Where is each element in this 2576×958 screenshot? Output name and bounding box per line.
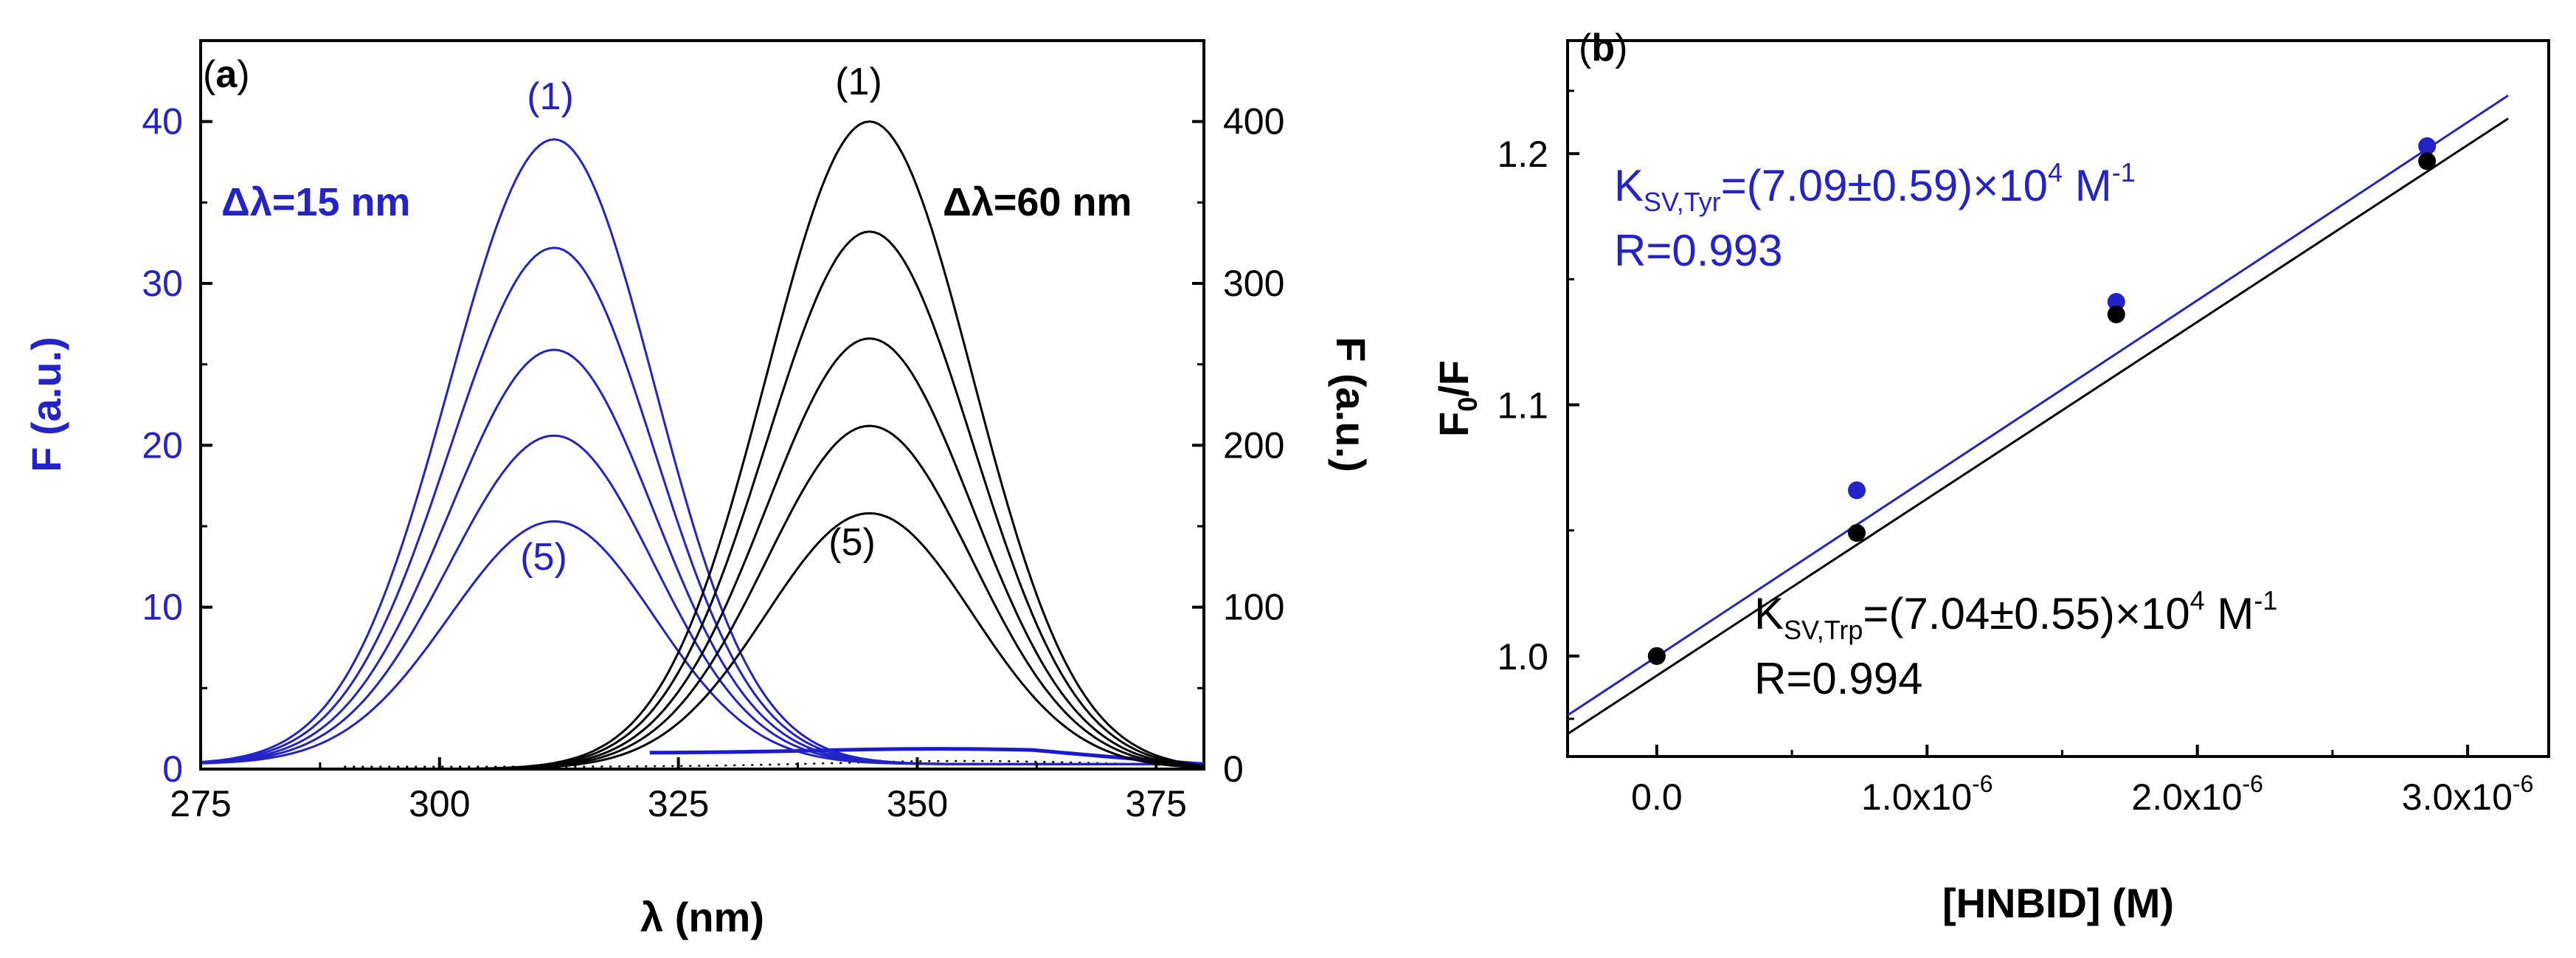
trp-k-subscript: SV,Trp	[1784, 615, 1863, 645]
trp-k-exponent: 4	[2190, 585, 2205, 616]
panel-a-frame	[199, 39, 1205, 771]
panel-a-x-axis-label: λ (nm)	[640, 894, 764, 940]
a-right-y-tick-label: 100	[1223, 587, 1284, 628]
panel-b-y-ticks: 1.0 1.1 1.2	[1497, 89, 1579, 720]
a-right-y-tick-label: 300	[1223, 263, 1284, 304]
dotted-baseline	[344, 759, 1185, 768]
tyr-k-unit-exponent: -1	[2112, 157, 2136, 187]
panel-b-x-axis-label: [HNBID] (M)	[1942, 880, 2174, 926]
panel-a-y-ticks-left: 0 10 20 30 40	[142, 101, 212, 790]
fit-line-trp	[1567, 117, 2509, 735]
panel-a-y-ticks-right: 0 100 200 300 400	[1192, 101, 1284, 790]
tyr-k-exponent: 4	[2048, 157, 2063, 187]
left-curve-5	[200, 520, 1204, 765]
right-delta-annotation: Δλ=60 nm	[943, 180, 1132, 224]
a-x-tick-label: 325	[648, 783, 709, 824]
a-x-tick-label: 375	[1126, 783, 1187, 824]
trp-r-annotation: R=0.994	[1754, 654, 1923, 703]
right-curve-2	[201, 230, 1205, 771]
point-tyr	[1848, 481, 1866, 500]
b-y-tick-label: 1.2	[1497, 134, 1548, 175]
left-curve-2	[200, 247, 1204, 765]
right-y-axis-label: F (a.u.)	[1328, 337, 1374, 472]
a-x-tick-label: 350	[887, 783, 948, 824]
b-y-tick-label: 1.0	[1497, 636, 1548, 678]
y-label-rest: /F	[1430, 360, 1477, 397]
trp-ksv-annotation: KSV,Trp=(7.04±0.55)×104 M-1	[1754, 585, 2277, 645]
left-residual-tail	[649, 747, 1205, 766]
a-left-y-tick-label: 40	[142, 101, 183, 142]
a-x-tick-label: 300	[409, 783, 470, 824]
point-trp	[2418, 152, 2437, 170]
point-trp	[1647, 647, 1666, 665]
panel-b: 0.0 1.0x10-6 2.0x10-6 3.0x10-6 1.0 1.1 1.2 (b…	[1430, 27, 2550, 926]
b-x-tick-exponent: -6	[2513, 771, 2533, 797]
a-left-y-tick-label: 30	[142, 263, 183, 304]
b-x-tick-label: 2.0x10-6	[2131, 771, 2263, 818]
a-right-y-tick-label: 400	[1223, 101, 1284, 142]
left-y-axis-label: F (a.u.)	[23, 337, 69, 472]
b-y-tick-label: 1.1	[1497, 385, 1548, 427]
panel-b-fit-lines	[1567, 94, 2509, 735]
panel-b-label: (b)	[1579, 27, 1627, 69]
a-left-y-tick-label: 10	[142, 587, 183, 628]
point-trp	[2107, 305, 2125, 323]
left-delta-annotation: Δλ=15 nm	[221, 180, 410, 224]
right-series-last-label: (5)	[828, 521, 876, 564]
a-right-y-tick-label: 0	[1223, 748, 1244, 790]
right-curve-5	[201, 511, 1205, 771]
b-x-tick-exponent: -6	[2243, 771, 2263, 797]
point-tyr	[2107, 292, 2125, 311]
left-curve-4	[200, 434, 1204, 765]
tyr-r-annotation: R=0.993	[1614, 226, 1783, 275]
a-x-tick-label: 275	[170, 783, 231, 824]
trp-k-unit: M	[2205, 589, 2254, 638]
a-left-y-tick-label: 20	[142, 424, 183, 466]
tyr-k-value: =(7.09±0.59)×10	[1721, 161, 2048, 210]
right-series-first-label: (1)	[835, 61, 882, 103]
fit-line-tyr	[1567, 94, 2509, 717]
panel-a-dotted-baseline	[344, 747, 1205, 768]
b-x-tick-label: 3.0x10-6	[2402, 771, 2534, 818]
tyr-k-symbol: K	[1614, 161, 1644, 210]
panel-a-label: (a)	[203, 53, 250, 96]
left-series-first-label: (1)	[527, 75, 574, 118]
tyr-k-unit: M	[2063, 161, 2112, 210]
point-tyr	[2418, 137, 2437, 155]
panel-b-x-ticks: 0.0 1.0x10-6 2.0x10-6 3.0x10-6	[1631, 745, 2533, 818]
y-label-subscript: 0	[1453, 397, 1483, 412]
point-trp	[1848, 524, 1866, 542]
a-left-y-tick-label: 0	[162, 748, 183, 790]
panel-b-y-axis-label: F0/F	[1430, 360, 1483, 437]
panel-a-x-ticks: 275 300 325 350 375	[170, 757, 1187, 824]
left-curve-1	[200, 138, 1204, 765]
y-label-f: F	[1430, 412, 1477, 437]
panel-b-data-points	[1647, 137, 2437, 665]
b-x-tick-label: 1.0x10-6	[1861, 771, 1993, 818]
trp-k-value: =(7.04±0.55)×10	[1863, 589, 2189, 638]
tyr-k-subscript: SV,Tyr	[1644, 187, 1721, 217]
b-x-tick-label: 0.0	[1631, 776, 1683, 818]
panel-b-frame	[1566, 39, 2550, 758]
a-right-y-tick-label: 200	[1223, 424, 1284, 466]
tyr-ksv-annotation: KSV,Tyr=(7.09±0.59)×104 M-1	[1614, 157, 2136, 217]
trp-k-unit-exponent: -1	[2254, 585, 2277, 616]
b-x-tick-exponent: -6	[1972, 771, 1992, 797]
trp-k-symbol: K	[1754, 589, 1784, 638]
left-series-last-label: (5)	[520, 536, 567, 579]
